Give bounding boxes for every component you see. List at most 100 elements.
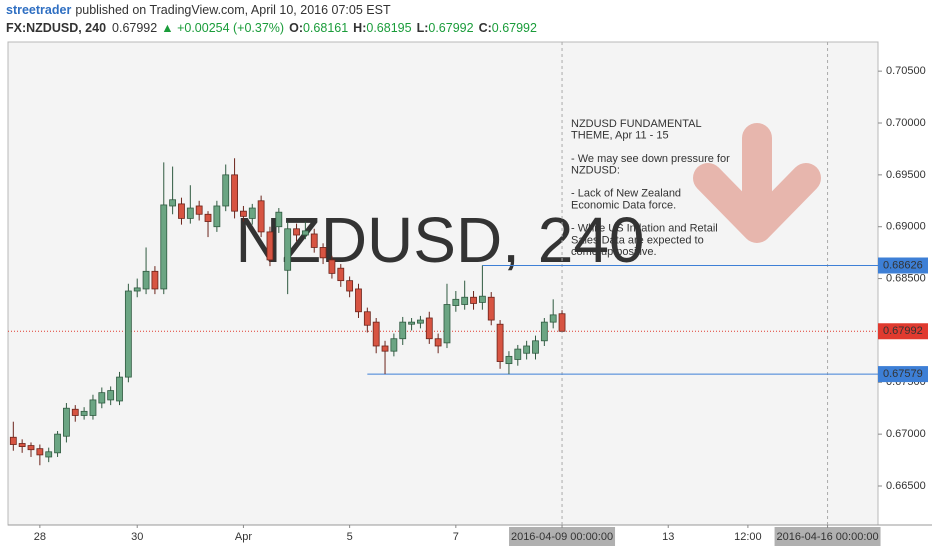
annotation-text: Economic Data force. (571, 199, 676, 211)
x-tick-label: 2016-04-09 00:00:00 (511, 531, 613, 543)
change: ▲ +0.00254 (+0.37%) (161, 21, 284, 35)
candle-body (461, 296, 469, 305)
candle-body (231, 174, 238, 212)
candle-body (532, 340, 539, 354)
x-tick-label: 30 (131, 531, 143, 543)
candle-body (80, 410, 88, 416)
candle-body (186, 207, 194, 219)
annotation-text: - While US Inflation and Retail (571, 223, 718, 235)
symbol: FX:NZDUSD, 240 (6, 21, 106, 35)
annotation-text: NZDUSD FUNDAMENTAL (571, 118, 702, 130)
candle-body (89, 399, 97, 416)
candle-body (222, 174, 230, 207)
watermark: NZDUSD, 240 (236, 204, 645, 276)
candle-body (160, 204, 168, 290)
x-tick-label: 28 (34, 531, 46, 543)
annotation-text: Sales Data are expected to (571, 234, 704, 246)
price-label: 0.67579 (883, 368, 923, 380)
candle-body (195, 205, 203, 215)
candle-body (523, 345, 531, 354)
candle-body (540, 321, 548, 342)
ohlc-key: H: (353, 21, 366, 35)
annotation-text: - Lack of New Zealand (571, 188, 681, 200)
candle-body (151, 270, 159, 290)
x-tick-box (509, 527, 616, 546)
candle-body (284, 228, 292, 271)
candle-body (346, 280, 354, 292)
x-tick-label: 13 (662, 531, 674, 543)
annotation-text: NZDUSD: (571, 165, 620, 177)
candle-body (36, 448, 44, 456)
arrow-head (693, 163, 821, 243)
y-tick-label: 0.67000 (886, 428, 926, 440)
price-label: 0.68626 (883, 259, 923, 271)
candle-body (275, 211, 283, 228)
y-tick-label: 0.66500 (886, 480, 926, 492)
last-price: 0.67992 (112, 21, 157, 35)
candle-body (169, 199, 177, 207)
candle-body (240, 210, 247, 217)
price-label: 0.67992 (883, 325, 923, 337)
candle-body (319, 247, 327, 259)
candle-body (266, 231, 274, 261)
ohlc-value: 0.68161 (303, 21, 348, 35)
candle-body (310, 233, 318, 248)
candle-body (434, 338, 442, 347)
symbol-line: FX:NZDUSD, 240 0.67992 ▲ +0.00254 (+0.37%)… (6, 21, 537, 35)
candle-body (45, 451, 53, 458)
ohlc-value: 0.67992 (428, 21, 473, 35)
x-tick-label: 2016-04-16 00:00:00 (776, 531, 878, 543)
candle-body (337, 267, 345, 282)
y-tick-label: 0.70000 (886, 117, 926, 129)
arrow (693, 123, 821, 243)
ohlc-key: C: (479, 21, 492, 35)
candle-body (63, 407, 70, 437)
candle-body (9, 436, 17, 445)
candle-body (142, 270, 150, 290)
candle-body (381, 345, 389, 352)
candle-body (18, 443, 26, 447)
candle-body (355, 288, 362, 313)
candle-body (390, 338, 398, 352)
author[interactable]: streetrader (6, 3, 71, 17)
y-tick-label: 0.68500 (886, 272, 926, 284)
annotation-text: THEME, Apr 11 - 15 (571, 130, 669, 142)
candle-body (452, 298, 460, 306)
candle-body (478, 295, 486, 303)
candle-body (417, 319, 424, 324)
candle-body (470, 296, 477, 304)
candle-body (558, 313, 566, 332)
annotation-text: come up positive. (571, 246, 657, 258)
y-tick-label: 0.69500 (886, 169, 926, 181)
ohlc-value: 0.67992 (492, 21, 537, 35)
candle-body (487, 296, 495, 321)
candle-body (107, 390, 115, 401)
candle-body (248, 207, 256, 219)
candle-body (372, 321, 380, 347)
header-line: streetrader published on TradingView.com,… (6, 3, 391, 17)
header: streetrader published on TradingView.com,… (6, 3, 537, 35)
candle-body (257, 200, 265, 233)
candle-body (133, 287, 141, 292)
annotation-text: - We may see down pressure for (571, 153, 730, 165)
x-tick-label: 12:00 (734, 531, 762, 543)
candle-body (514, 348, 522, 360)
x-tick-box (774, 527, 881, 546)
candle-body (116, 376, 123, 402)
x-tick-label: Apr (235, 531, 252, 543)
ohlc-value: 0.68195 (366, 21, 411, 35)
candle-body (71, 408, 79, 416)
candle-body (204, 213, 212, 222)
ohlc-key: L: (417, 21, 429, 35)
y-tick-label: 0.69000 (886, 221, 926, 233)
candle-body (54, 433, 61, 454)
published: published on TradingView.com, April 10, … (75, 3, 391, 17)
candle-body (301, 230, 309, 236)
candle-body (98, 392, 106, 404)
candle-body (293, 228, 300, 236)
candle-body (124, 290, 132, 378)
candle-body (328, 259, 336, 274)
ohlc-key: O: (289, 21, 303, 35)
candle-body (399, 321, 407, 340)
